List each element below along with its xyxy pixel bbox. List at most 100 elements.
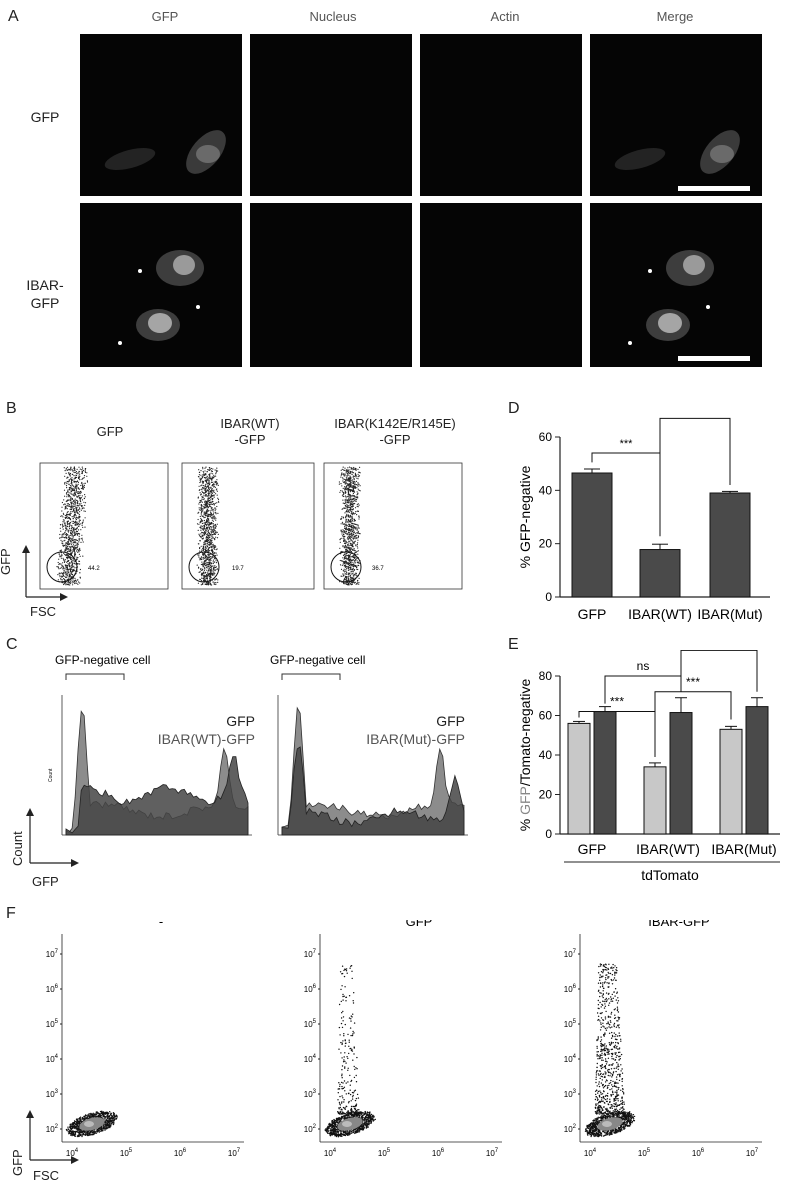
f-x-tick-label: 104 — [66, 1148, 79, 1158]
c-bracket-label-left: GFP-negative cell — [55, 653, 150, 667]
micrograph-gfp-nucleus — [250, 34, 412, 196]
f-y-tick-label: 106 — [564, 984, 577, 994]
e-category-label: IBAR(Mut) — [711, 841, 776, 857]
e-bar — [643, 766, 667, 835]
d-bar — [709, 492, 751, 598]
micrograph-cells — [118, 250, 204, 345]
b-x-axis-label: FSC — [30, 604, 56, 619]
f-x-tick-label: 106 — [174, 1148, 187, 1158]
col-title-merge: Merge — [656, 9, 694, 24]
f-y-tick-label: 105 — [564, 1019, 577, 1029]
e-y-tick-label: 40 — [539, 748, 553, 762]
c-series-ibar — [65, 756, 249, 836]
c-series-ibar — [281, 746, 465, 836]
f-x-tick-label: 107 — [746, 1148, 759, 1158]
d-bar — [639, 549, 681, 598]
d-sig-bracket — [659, 417, 731, 485]
b-axis-arrows — [22, 545, 68, 601]
panel-f-scatterplots: - 102 103 104 105 106 107 104 105 106 107 GFP 102 103… — [46, 920, 762, 1158]
panel-e-letter: E — [508, 636, 519, 653]
e-sig-bracket — [604, 675, 682, 704]
e-y-tick-label: 0 — [545, 827, 552, 841]
d-y-tick-label: 60 — [539, 430, 553, 444]
e-sig-label: *** — [686, 675, 700, 689]
e-bar — [593, 711, 617, 835]
e-sig-bracket — [578, 711, 656, 757]
c-legend-left-2: IBAR(WT)-GFP — [158, 731, 255, 747]
f-plot-title: IBAR-GFP — [648, 920, 709, 929]
f-y-tick-label: 102 — [46, 1124, 59, 1134]
micrograph-gfp-actin — [420, 34, 582, 196]
b-title-1: GFP — [96, 424, 124, 439]
panel-a-letter: A — [8, 8, 19, 25]
b-gate-value-2: 19.7 — [232, 566, 244, 572]
e-sig-bracket — [654, 691, 732, 720]
e-sig-bracket — [680, 650, 758, 692]
b-y-axis-label: GFP — [0, 548, 13, 575]
f-x-tick-label: 104 — [324, 1148, 337, 1158]
f-y-tick-label: 106 — [46, 984, 59, 994]
f-density-center — [342, 1121, 352, 1127]
e-group-label: tdTomato — [641, 867, 699, 883]
b-title-2: IBAR(WT) -GFP — [220, 416, 280, 447]
f-density-center — [602, 1121, 612, 1127]
c-bracket — [65, 673, 125, 680]
e-sig-label: ns — [637, 659, 650, 673]
d-y-axis-label: % GFP-negative — [517, 465, 533, 568]
micrograph-cells — [628, 250, 714, 345]
f-y-tick-label: 104 — [304, 1054, 317, 1064]
f-y-tick-label: 104 — [564, 1054, 577, 1064]
panel-b-scatterplots: 44.2 19.7 36.7 — [39, 462, 463, 590]
micrograph-ibar-merge — [590, 203, 762, 367]
f-x-tick-label: 107 — [486, 1148, 499, 1158]
col-title-actin: Actin — [490, 9, 520, 24]
row-label-ibar-gfp: IBAR- GFP — [26, 277, 64, 311]
scale-bar — [678, 186, 750, 191]
micrograph-ibar-actin — [420, 203, 582, 367]
f-x-tick-label: 105 — [378, 1148, 391, 1158]
f-y-tick-label: 107 — [304, 949, 317, 959]
f-x-tick-label: 107 — [228, 1148, 241, 1158]
col-title-nucleus: Nucleus — [309, 9, 357, 24]
b-gate-value-1: 44.2 — [88, 566, 100, 572]
f-y-tick-label: 107 — [46, 949, 59, 959]
d-sig-bracket — [591, 452, 661, 537]
f-y-tick-label: 105 — [304, 1019, 317, 1029]
b-scatter-points — [56, 466, 89, 586]
c-axis-arrows — [26, 808, 79, 867]
chart-e: 020406080GFPIBAR(WT)IBAR(Mut)tdTomatonsn… — [517, 650, 780, 883]
e-y-tick-label: 20 — [539, 788, 553, 802]
f-scatter-points — [324, 965, 376, 1138]
micrograph-gfp-merge — [590, 34, 762, 196]
f-x-tick-label: 104 — [584, 1148, 597, 1158]
c-inner-ylabel: Count — [48, 768, 54, 782]
c-x-axis-label: GFP — [32, 874, 59, 889]
c-legend-left-1: GFP — [226, 713, 255, 729]
f-y-tick-label: 103 — [564, 1089, 577, 1099]
scale-bar — [678, 356, 750, 361]
c-bracket-label-right: GFP-negative cell — [270, 653, 365, 667]
e-bar — [567, 722, 591, 835]
d-category-label: GFP — [578, 606, 607, 622]
b-title-3: IBAR(K142E/R145E) -GFP — [334, 416, 456, 447]
panel-c-letter: C — [6, 636, 18, 653]
f-x-tick-label: 106 — [432, 1148, 445, 1158]
f-x-tick-label: 105 — [120, 1148, 133, 1158]
f-plot-title: - — [159, 920, 163, 929]
d-bar — [571, 472, 613, 598]
f-y-tick-label: 103 — [46, 1089, 59, 1099]
f-y-tick-label: 107 — [564, 949, 577, 959]
f-x-tick-label: 106 — [692, 1148, 705, 1158]
f-y-tick-label: 106 — [304, 984, 317, 994]
d-sig-label: *** — [620, 438, 634, 450]
panel-c-histograms: GFP-negative cell GFP-negative cell GFP … — [48, 653, 468, 836]
panel-f-letter: F — [6, 905, 16, 922]
f-y-tick-label: 104 — [46, 1054, 59, 1064]
e-category-label: IBAR(WT) — [636, 841, 700, 857]
b-gate-circle — [46, 551, 78, 583]
f-scatter-points — [584, 963, 636, 1138]
f-density-center — [84, 1121, 94, 1127]
b-scatter-points — [338, 466, 361, 586]
micrograph-cells — [614, 130, 740, 174]
